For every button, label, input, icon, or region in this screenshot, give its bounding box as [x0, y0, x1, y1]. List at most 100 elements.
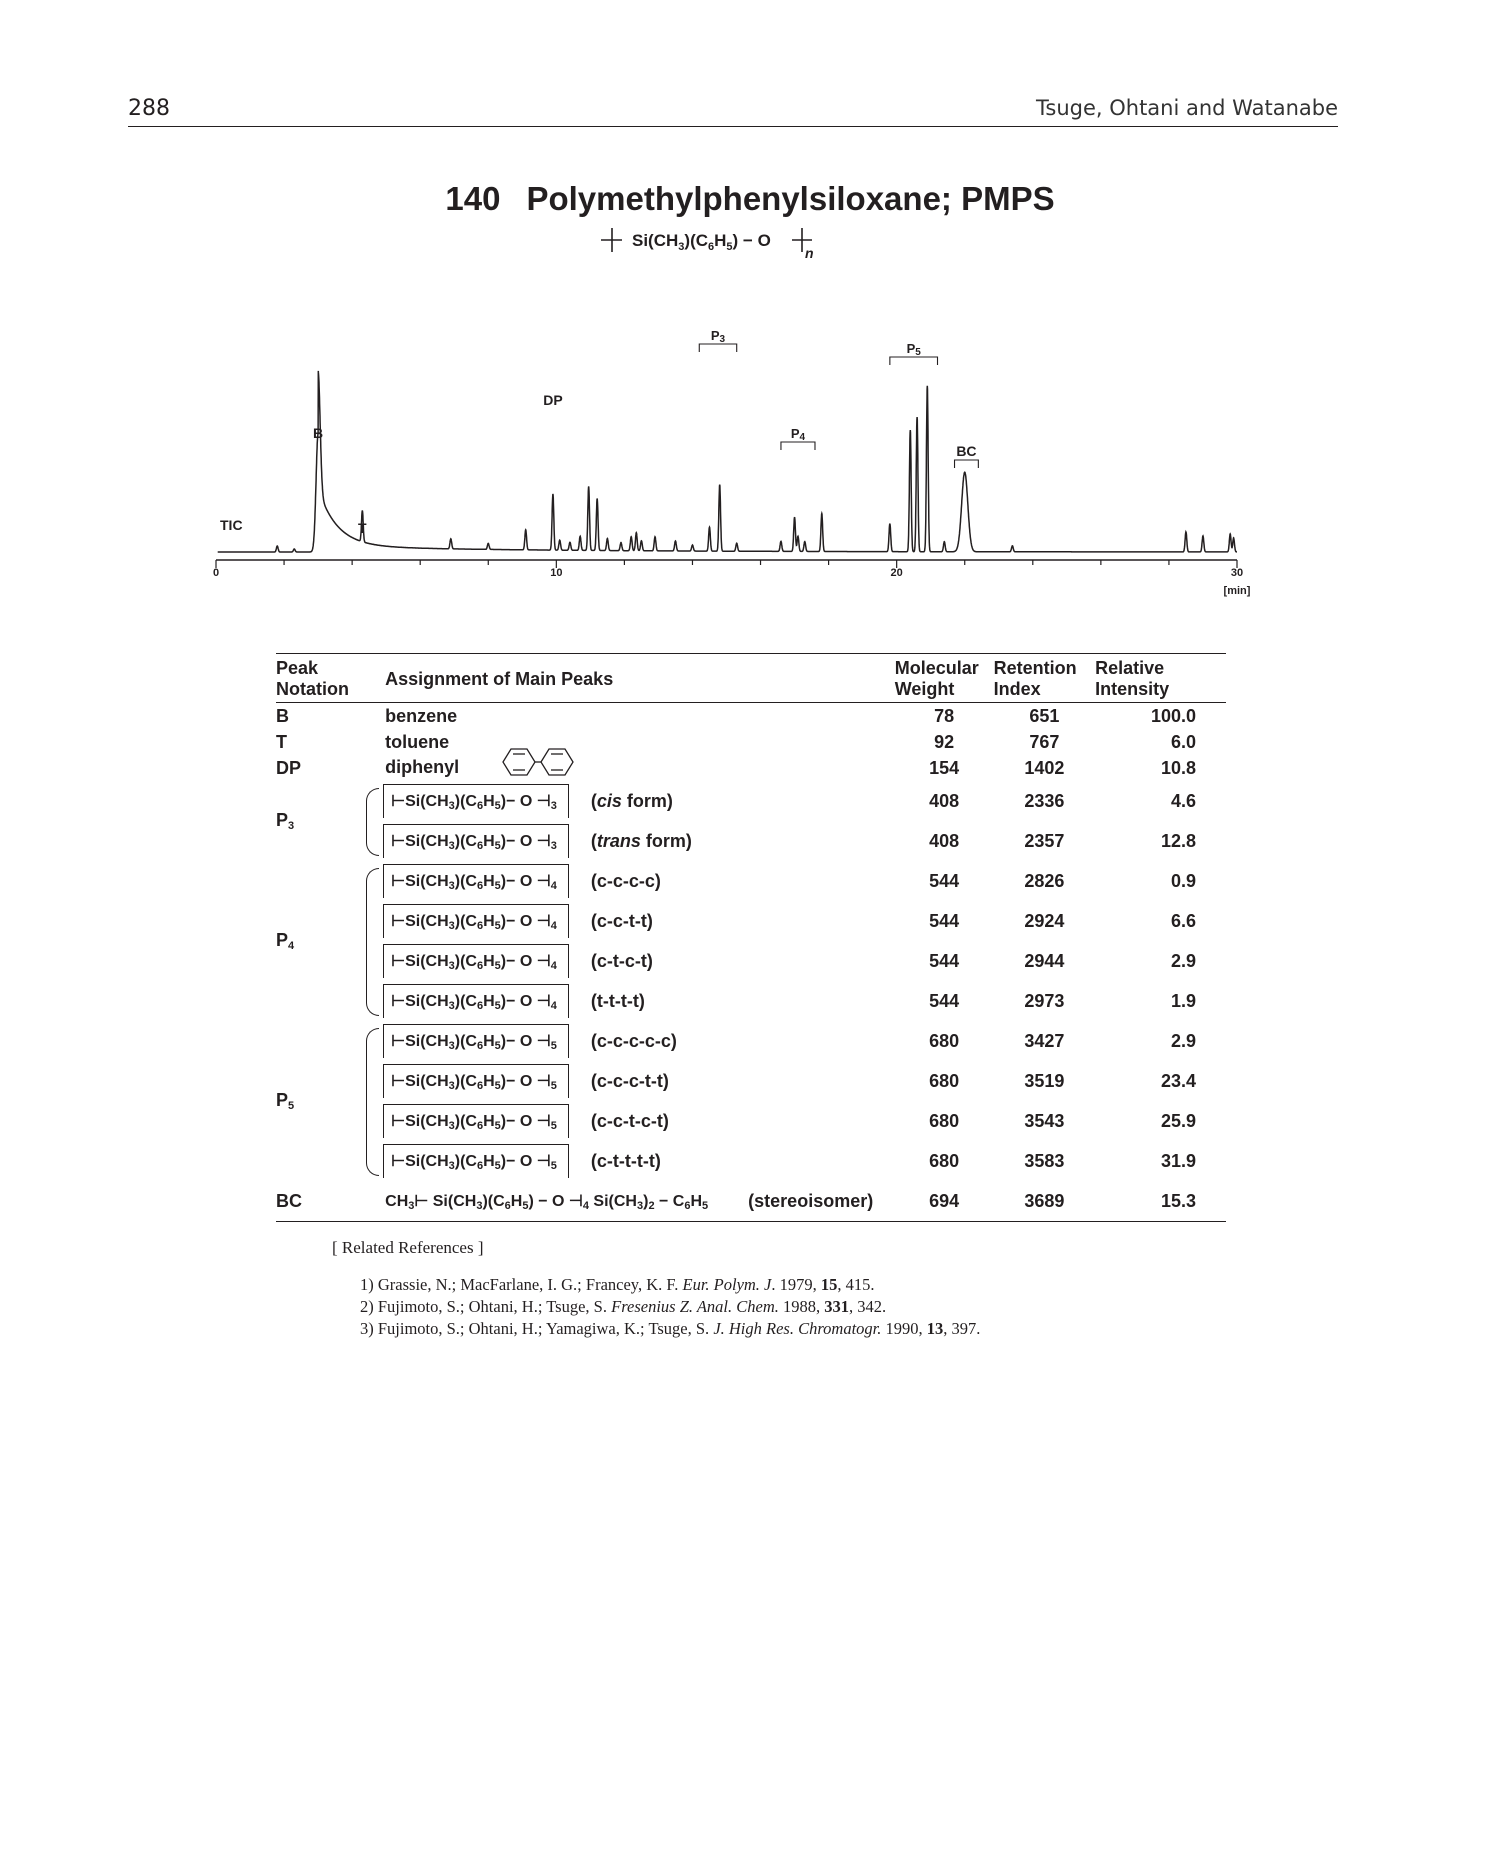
peak-group-bracket: [698, 343, 738, 352]
table-row: ⊢Si(CH3)(C6H5)− O ⊣4 (c-c-t-t) 544 2924 6.6: [276, 901, 1226, 941]
configuration-label: (c-c-t-t): [590, 910, 653, 931]
bc-formula: CH3⊢ Si(CH3)(C6H5) − O ⊣4 Si(CH3)2 − C6H…: [385, 1192, 709, 1212]
table-row: ⊢Si(CH3)(C6H5)− O ⊣5 (c-c-c-t-t) 680 3519 23…: [276, 1061, 1226, 1101]
configuration-label: (c-c-c-t-t): [590, 1070, 669, 1091]
peak-notation: P4: [276, 861, 385, 1021]
configuration-label: (trans form): [590, 830, 692, 851]
chromatogram: TIC 0 10 20 30 [min] B T DP P3 P4 P5 BC: [213, 328, 1251, 597]
header-rule: [128, 126, 1338, 127]
table-row: ⊢Si(CH3)(C6H5)− O ⊣4 (t-t-t-t) 544 2973 1.9: [276, 981, 1226, 1021]
peak-notation: B: [276, 705, 289, 726]
group-notation: P4: [276, 930, 295, 952]
molecular-weight: 544: [929, 910, 960, 931]
assignment-text: benzene: [385, 705, 458, 726]
molecular-weight: 544: [929, 870, 960, 891]
retention-index: 3583: [1024, 1150, 1065, 1171]
header-assignment: Assignment of Main Peaks: [385, 668, 614, 689]
relative-intensity: 23.4: [1160, 1070, 1196, 1091]
relative-intensity: 1.9: [1170, 990, 1196, 1011]
peak-label: P5: [907, 341, 922, 358]
peak-label: DP: [543, 392, 562, 408]
compound-name: Polymethylphenylsiloxane; PMPS: [526, 180, 1055, 217]
table-row: ⊢Si(CH3)(C6H5)− O ⊣3 (trans form) 408 2357 1…: [276, 821, 1226, 861]
x-axis-ticks: [215, 560, 1238, 568]
peak-label: P4: [791, 426, 806, 443]
molecular-weight: 680: [929, 1110, 960, 1131]
peak-assignment: CH3⊢ Si(CH3)(C6H5) − O ⊣4 Si(CH3)2 − C6H…: [385, 1181, 895, 1222]
table-row: ⊢Si(CH3)(C6H5)− O ⊣5 (c-t-t-t-t) 680 3583 31…: [276, 1141, 1226, 1181]
relative-intensity: 100.0: [1150, 705, 1196, 726]
peak-table: Peak Notation Assignment of Main Peaks Mo…: [276, 653, 1226, 1222]
repeat-unit-bracket: ⊢Si(CH3)(C6H5)− O ⊣5: [383, 1024, 569, 1058]
relative-intensity: 10.8: [1160, 757, 1196, 778]
configuration-label: (c-c-c-c-c): [590, 1030, 677, 1051]
x-tick-label: 20: [891, 567, 903, 579]
peak-notation: T: [276, 731, 287, 752]
repeat-unit-bracket: ⊢Si(CH3)(C6H5)− O ⊣3: [383, 784, 569, 818]
relative-intensity: 2.9: [1170, 1030, 1196, 1051]
retention-index: 2973: [1024, 990, 1065, 1011]
tic-trace: [217, 370, 1237, 553]
retention-index: 2924: [1024, 910, 1065, 931]
peak-group-bracket: [953, 459, 979, 468]
retention-index: 2826: [1024, 870, 1065, 891]
retention-index: 2944: [1024, 950, 1065, 971]
running-head: Tsuge, Ohtani and Watanabe: [1036, 96, 1338, 120]
relative-intensity: 4.6: [1170, 790, 1196, 811]
reference-2: 2) Fujimoto, S.; Ohtani, H.; Tsuge, S. F…: [360, 1297, 887, 1316]
group-brace: [366, 868, 379, 1016]
peak-label: T: [358, 520, 367, 536]
peak-assignment: benzene: [385, 703, 895, 730]
molecular-weight: 408: [929, 830, 960, 851]
peak-notation: BC: [276, 1190, 302, 1211]
peak-assignment: ⊢Si(CH3)(C6H5)− O ⊣5 (c-c-c-c-c): [383, 1021, 895, 1061]
table-row: P5 ⊢Si(CH3)(C6H5)− O ⊣5 (c-c-c-c-c) 680 3427…: [276, 1021, 1226, 1176]
molecular-weight: 408: [929, 790, 960, 811]
group-notation: P5: [276, 1090, 295, 1112]
configuration-label: (cis form): [590, 790, 673, 811]
repeat-unit-bracket: ⊢Si(CH3)(C6H5)− O ⊣5: [383, 1104, 569, 1138]
retention-index: 1402: [1024, 757, 1065, 778]
assignment-text: diphenyl: [385, 756, 460, 777]
relative-intensity: 12.8: [1160, 830, 1196, 851]
peak-assignment: ⊢Si(CH3)(C6H5)− O ⊣5 (c-c-c-t-t): [383, 1061, 895, 1101]
retention-index: 2336: [1024, 790, 1065, 811]
group-brace: [366, 1028, 379, 1176]
biphenyl-structure-icon: [502, 748, 574, 776]
header-retention-index: Retention Index: [993, 658, 1077, 699]
tic-label: TIC: [220, 517, 243, 533]
header-notation: Peak Notation: [276, 658, 349, 699]
retention-index: 767: [1029, 731, 1060, 752]
retention-index: 651: [1029, 705, 1060, 726]
molecular-weight: 680: [929, 1030, 960, 1051]
repeat-unit-bracket: ⊢Si(CH3)(C6H5)− O ⊣5: [383, 1144, 569, 1178]
assignment-text: toluene: [385, 731, 450, 752]
retention-index: 3427: [1024, 1030, 1065, 1051]
peak-assignment: ⊢Si(CH3)(C6H5)− O ⊣4 (c-t-c-t): [383, 941, 895, 981]
x-axis-unit: [min]: [1224, 585, 1251, 597]
peak-notation: P5: [276, 1021, 385, 1181]
configuration-label: (c-t-c-t): [590, 950, 653, 971]
compound-title: 140 Polymethylphenylsiloxane; PMPS: [0, 180, 1500, 218]
peak-assignment: ⊢Si(CH3)(C6H5)− O ⊣5 (c-c-t-c-t): [383, 1101, 895, 1141]
x-tick-label: 0: [213, 567, 219, 579]
repeat-unit-bracket: ⊢Si(CH3)(C6H5)− O ⊣4: [383, 944, 569, 978]
reference-3: 3) Fujimoto, S.; Ohtani, H.; Yamagiwa, K…: [360, 1319, 981, 1338]
header-relative-intensity: Relative Intensity: [1095, 658, 1170, 699]
page-number: 288: [128, 96, 170, 121]
table-row: DP diphenyl 154 1402 10.8: [276, 748, 1226, 781]
molecular-weight: 154: [929, 757, 960, 778]
peak-group-bracket: [889, 356, 939, 365]
peak-group-bracket: [780, 441, 816, 450]
peak-assignment: ⊢Si(CH3)(C6H5)− O ⊣4 (c-c-t-t): [383, 901, 895, 941]
molecular-weight: 92: [934, 731, 955, 752]
table-row: BC CH3⊢ Si(CH3)(C6H5) − O ⊣4 Si(CH3)2 − C…: [276, 1181, 1226, 1222]
x-tick-label: 30: [1231, 567, 1243, 579]
molecular-weight: 78: [934, 705, 955, 726]
configuration-label: (c-c-t-c-t): [590, 1110, 669, 1131]
repeat-unit-formula: Si(CH3)(C6H5) − O n: [601, 228, 814, 261]
table-row: P4 ⊢Si(CH3)(C6H5)− O ⊣4 (c-c-c-c) 544 2826 0.…: [276, 861, 1226, 1016]
molecular-weight: 680: [929, 1070, 960, 1091]
